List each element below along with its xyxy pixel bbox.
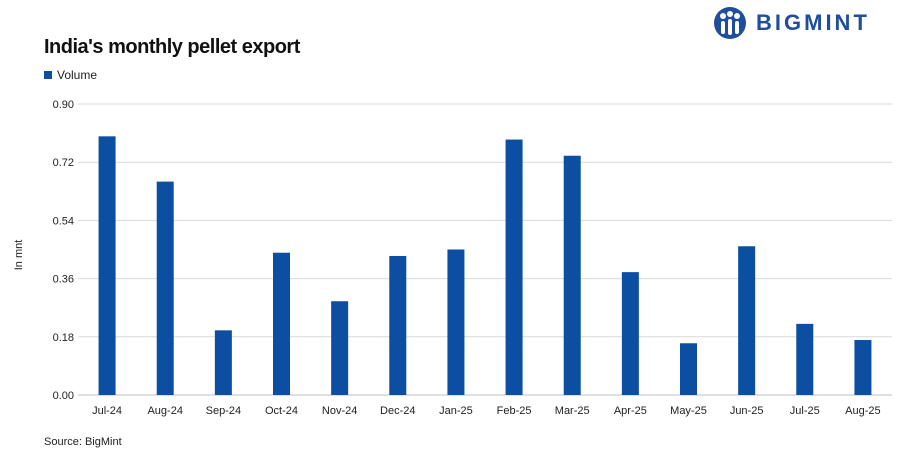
bar-feb-25 [505, 139, 523, 395]
bar-jul-25 [796, 323, 814, 395]
y-tick-label: 0.36 [53, 274, 74, 286]
y-tick-label: 0.54 [53, 215, 74, 227]
chart-legend: Volume [44, 68, 97, 82]
y-tick-label: 0.90 [53, 99, 74, 111]
grid-lines [78, 103, 892, 396]
brand-logo: BIGMINT [712, 6, 870, 40]
x-tick-label: Jun-25 [730, 405, 764, 417]
x-tick-label: Apr-25 [614, 405, 647, 417]
x-tick-label: Oct-24 [265, 405, 298, 417]
x-tick-label: Jan-25 [439, 405, 473, 417]
bar-jan-25 [447, 249, 465, 395]
x-tick-label: Aug-24 [147, 405, 182, 417]
bar-mar-25 [563, 155, 581, 395]
bar-nov-24 [331, 301, 349, 395]
chart-title: India's monthly pellet export [44, 36, 300, 58]
legend-label: Volume [57, 68, 98, 82]
bar-jul-24 [98, 136, 116, 396]
bar-aug-24 [156, 181, 174, 395]
y-tick-label: 0.00 [53, 390, 74, 402]
x-tick-label: May-25 [670, 405, 707, 417]
x-tick-label: Aug-25 [845, 405, 880, 417]
y-tick-label: 0.18 [53, 332, 74, 344]
bigmint-logo-icon [714, 7, 746, 39]
bar-apr-25 [621, 272, 639, 395]
brand-name: BIGMINT [756, 10, 870, 35]
bar-may-25 [680, 343, 697, 395]
x-axis-ticks: Jul-24 Aug-24 Sep-24 Oct-24 Nov-24 Dec-24 Jan-… [92, 405, 881, 417]
x-tick-label: Dec-24 [380, 405, 415, 417]
x-tick-label: Nov-24 [322, 405, 357, 417]
bar-dec-24 [389, 255, 407, 395]
x-tick-label: Sep-24 [206, 405, 241, 417]
x-tick-label: Jul-24 [92, 405, 122, 417]
bars [98, 136, 872, 396]
source-note: Source: BigMint [44, 436, 122, 448]
bar-aug-25 [854, 340, 872, 395]
x-tick-label: Mar-25 [555, 405, 590, 417]
bar-sep-24 [214, 330, 232, 395]
bar-oct-24 [273, 252, 290, 395]
y-axis-ticks: 0.00 0.18 0.36 0.54 0.72 0.90 [53, 99, 74, 402]
x-tick-label: Feb-25 [497, 405, 532, 417]
legend-swatch [44, 71, 52, 79]
bar-jun-25 [738, 246, 756, 395]
y-axis-label: In mnt [13, 240, 25, 271]
y-tick-label: 0.72 [53, 157, 74, 169]
x-tick-label: Jul-25 [790, 405, 820, 417]
